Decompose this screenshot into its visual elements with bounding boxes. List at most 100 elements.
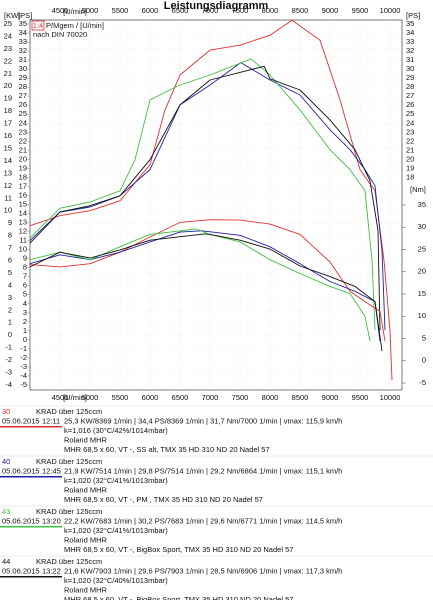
x-tick-label: 6000 bbox=[142, 393, 159, 402]
y2-tick-label: 35 bbox=[19, 19, 27, 28]
run-k: k=1,020 (32°C/40%/1013mbar) bbox=[64, 576, 168, 585]
run-summary: 25,3 KW/8369 1/min | 34,4 PS/8369 1/min … bbox=[64, 416, 342, 425]
curve bbox=[29, 62, 386, 331]
run-id: 43 bbox=[2, 507, 10, 516]
y3-tick-label: 0 bbox=[422, 356, 426, 365]
legend-text: P/Mgem / [U/min] bbox=[46, 21, 104, 30]
y2-tick-label: 14 bbox=[19, 209, 27, 218]
y3-tick-label: 25 bbox=[418, 244, 426, 253]
curve bbox=[29, 228, 371, 342]
y-tick-label: 0 bbox=[8, 330, 12, 339]
y-tick-label: 6 bbox=[8, 256, 12, 265]
y2-tick-label: 13 bbox=[19, 218, 27, 227]
run-operator: Roland MHR bbox=[64, 535, 108, 544]
y2-tick-label: 9 bbox=[23, 254, 27, 263]
y2-tick-label: 19 bbox=[406, 163, 414, 172]
y2-tick-label: 30 bbox=[406, 64, 414, 73]
run-time: 13:22 bbox=[42, 566, 61, 575]
y2-tick-label: -1 bbox=[20, 344, 27, 353]
y2-tick-label: 18 bbox=[406, 172, 414, 181]
x-tick-label: 9000 bbox=[322, 6, 339, 15]
y2-tick-label: 23 bbox=[406, 127, 414, 136]
y2-tick-label: 20 bbox=[19, 154, 27, 163]
y-tick-label: 24 bbox=[4, 31, 12, 40]
y2-tick-label: 35 bbox=[406, 19, 414, 28]
y3-tick-label: 15 bbox=[418, 289, 426, 298]
x-tick-label: 9500 bbox=[352, 6, 369, 15]
run-time: 12:11 bbox=[42, 416, 60, 425]
y2-axis-label: [PS] bbox=[18, 11, 32, 20]
y-tick-label: 22 bbox=[4, 56, 12, 65]
run-setup: MHR 68,5 x 60, VT -, BigBox Sport, TMX 3… bbox=[64, 595, 293, 600]
run-k: k=1,020 (32°C/41%/1013mbar) bbox=[64, 526, 168, 535]
y-tick-label: 18 bbox=[4, 106, 12, 115]
y2-tick-label: 34 bbox=[406, 28, 414, 37]
y-tick-label: 2 bbox=[8, 305, 12, 314]
curve bbox=[29, 65, 381, 331]
x-tick-label: 7500 bbox=[232, 6, 249, 15]
y2-tick-label: 28 bbox=[19, 82, 27, 91]
run-color-bar bbox=[0, 476, 62, 478]
y-tick-label: 4 bbox=[8, 280, 12, 289]
y-tick-label: 16 bbox=[4, 131, 12, 140]
y2-tick-label: 31 bbox=[406, 55, 414, 64]
y3-axis-label: [Nm] bbox=[410, 185, 426, 194]
y-tick-label: 25 bbox=[4, 19, 12, 28]
run-title: KRAD über 125ccm bbox=[36, 407, 102, 416]
y2-tick-label: 29 bbox=[19, 73, 27, 82]
y2-tick-label: 6 bbox=[23, 281, 27, 290]
run-color-bar bbox=[0, 426, 62, 428]
y-tick-label: 14 bbox=[4, 156, 12, 165]
y-tick-label: 21 bbox=[4, 69, 12, 78]
y2-tick-label: 26 bbox=[19, 100, 27, 109]
x-tick-label: 4500 bbox=[52, 6, 69, 15]
y2-tick-label: 10 bbox=[19, 245, 27, 254]
run-date: 05.06.2015 bbox=[2, 566, 40, 575]
y2-tick-label: 32 bbox=[19, 46, 27, 55]
run-operator: Roland MHR bbox=[64, 485, 108, 494]
x-tick-label: 5500 bbox=[112, 6, 129, 15]
y-tick-label: 5 bbox=[8, 268, 12, 277]
curve bbox=[29, 230, 381, 342]
y2-tick-label: 33 bbox=[406, 37, 414, 46]
y2-tick-label: 7 bbox=[23, 272, 27, 281]
x-tick-label: 10000 bbox=[380, 6, 401, 15]
y2-tick-label: 32 bbox=[406, 46, 414, 55]
y2-tick-label: 21 bbox=[406, 145, 414, 154]
y2-tick-label: -2 bbox=[20, 353, 27, 362]
curves bbox=[29, 19, 393, 381]
y2-tick-label: 16 bbox=[19, 190, 27, 199]
x-tick-label: 7000 bbox=[202, 393, 219, 402]
curve bbox=[29, 58, 376, 331]
y-tick-label: 17 bbox=[4, 119, 12, 128]
legend-badge-box bbox=[31, 20, 45, 31]
run-id: 40 bbox=[2, 457, 10, 466]
run-title: KRAD über 125ccm bbox=[36, 557, 102, 566]
grid: 4500450050005000550055006000600065006500… bbox=[4, 6, 426, 402]
run-id: 44 bbox=[2, 557, 10, 566]
y2-tick-label: 24 bbox=[406, 118, 414, 127]
x-tick-label: 7000 bbox=[202, 6, 219, 15]
x-tick-label: 8500 bbox=[292, 393, 309, 402]
y2-tick-label: 22 bbox=[19, 136, 27, 145]
x-tick-label: 8500 bbox=[292, 6, 309, 15]
run-k: k=1,020 (32°C/41%/1013mbar) bbox=[64, 476, 168, 485]
run-summary: 21,9 KW/7514 1/min | 29,8 PS/7514 1/min … bbox=[64, 466, 342, 475]
run-k: k=1,016 (30°C/42%/1014mbar) bbox=[64, 426, 168, 435]
run-summary: 22,2 KW/7683 1/min | 30,2 PS/7683 1/min … bbox=[64, 516, 342, 525]
y3-tick-label: 10 bbox=[418, 311, 426, 320]
chart-title: Leistungsdiagramm bbox=[164, 0, 269, 12]
x-tick-label: 6500 bbox=[172, 6, 189, 15]
y2-tick-label: 22 bbox=[406, 136, 414, 145]
run-title: KRAD über 125ccm bbox=[36, 507, 102, 516]
run-date: 05.06.2015 bbox=[2, 466, 40, 475]
y-tick-label: 13 bbox=[4, 168, 12, 177]
y-tick-label: 23 bbox=[4, 44, 12, 53]
run-time: 13:20 bbox=[42, 516, 61, 525]
y2-tick-label: 8 bbox=[23, 263, 27, 272]
x-tick-label: 4500 bbox=[52, 393, 69, 402]
y-tick-label: 1 bbox=[8, 318, 12, 327]
